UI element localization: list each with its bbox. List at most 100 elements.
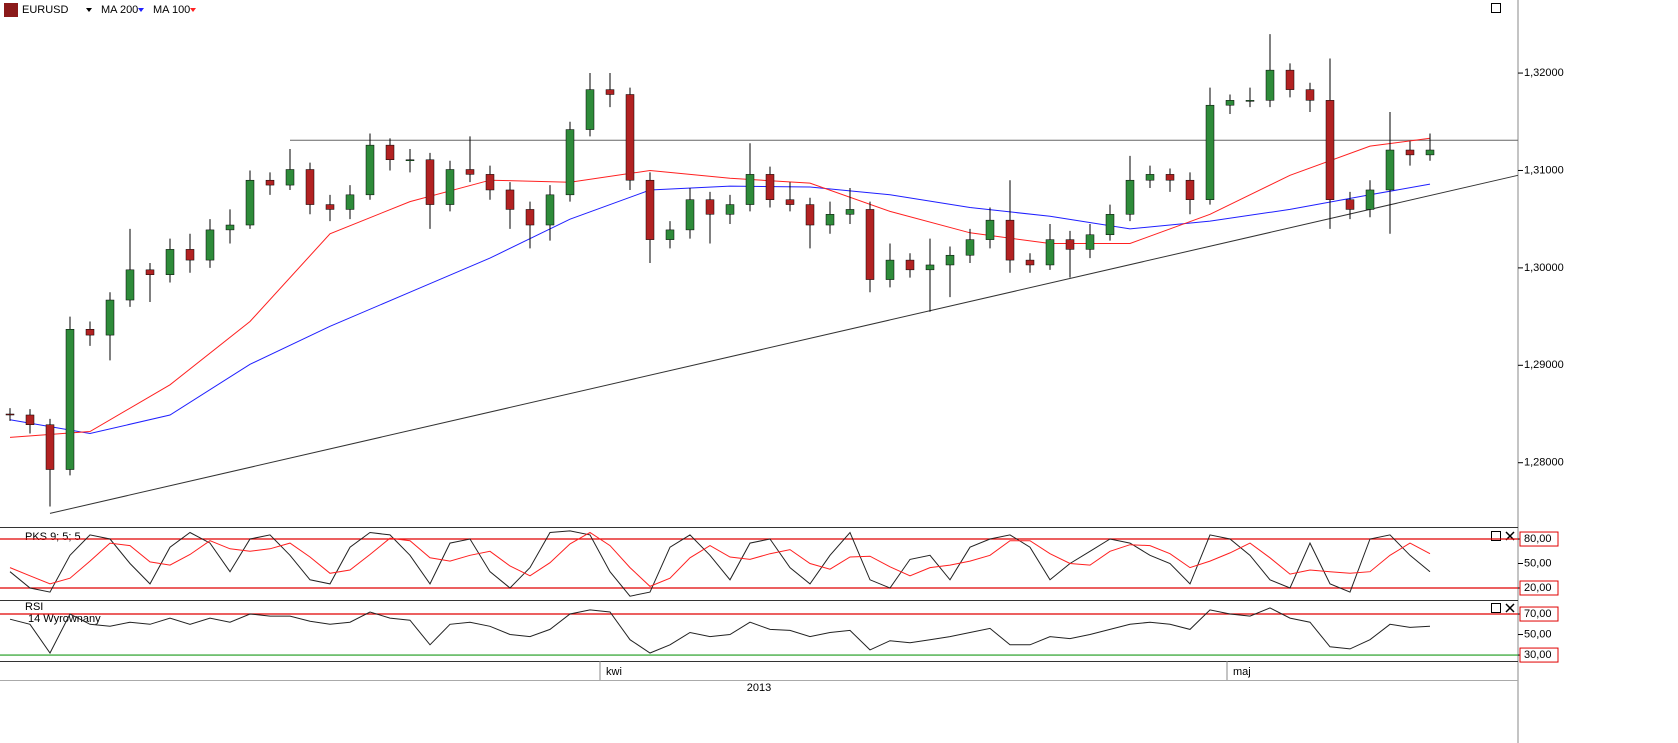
candle-body [1325, 100, 1335, 200]
y-tick-label: 1,31000 [1524, 164, 1564, 176]
x-tick-label: kwi [606, 666, 622, 678]
dropdown-arrow[interactable] [138, 8, 144, 12]
candle-body [865, 209, 875, 280]
maximize-button[interactable] [1491, 3, 1501, 13]
candle-body [5, 413, 15, 416]
candle-body [845, 209, 855, 215]
y-tick-label: 30,00 [1524, 649, 1552, 661]
candle-body [705, 199, 715, 215]
maximize-button[interactable] [1491, 603, 1501, 613]
y-tick-label: 50,00 [1524, 557, 1552, 569]
candle-body [25, 414, 35, 425]
candle-body [1305, 89, 1315, 101]
level-label-box [1519, 606, 1559, 622]
candle-body [385, 144, 395, 161]
candle-body [965, 239, 975, 256]
candle-body [1085, 234, 1095, 250]
candle-body [325, 204, 335, 210]
candle-body [1385, 149, 1395, 191]
candle-body [185, 249, 195, 261]
line-series [49, 174, 1519, 514]
candle-body [1205, 104, 1215, 200]
legend-entry[interactable]: MA 100 [153, 4, 190, 16]
candle-body [905, 259, 915, 271]
candle-body [125, 269, 135, 301]
y-tick-label: 80,00 [1524, 533, 1552, 545]
indicator-title: PKS 9; 5; 5 [25, 531, 81, 543]
candle-body [605, 89, 615, 95]
candle-body [1365, 189, 1375, 210]
close-button[interactable] [1505, 603, 1515, 613]
candle-body [765, 174, 775, 200]
candle-body [465, 169, 475, 175]
candle-body [145, 269, 155, 275]
year-label: 2013 [747, 682, 771, 694]
symbol-label[interactable]: EURUSD [22, 4, 69, 16]
candle-body [1225, 100, 1235, 106]
y-tick-label: 1,29000 [1524, 359, 1564, 371]
candle-body [545, 194, 555, 226]
candle-body [665, 229, 675, 240]
candle-body [45, 424, 55, 470]
candle-body [1265, 69, 1275, 101]
y-tick-label: 1,30000 [1524, 262, 1564, 274]
indicator-subtitle: 14 Wyrownany [28, 613, 101, 625]
candle-body [725, 204, 735, 215]
maximize-button[interactable] [1491, 531, 1501, 541]
candle-body [485, 174, 495, 191]
line-series [9, 183, 1431, 435]
line-series [9, 530, 1431, 597]
line-series [9, 607, 1431, 654]
level-label-box [1519, 647, 1559, 663]
candle-body [165, 249, 175, 275]
candle-body [825, 214, 835, 226]
candle-body [785, 199, 795, 205]
dropdown-arrow[interactable] [190, 8, 196, 12]
y-tick-label: 50,00 [1524, 628, 1552, 640]
y-tick-label: 70,00 [1524, 608, 1552, 620]
y-tick-label: 1,28000 [1524, 457, 1564, 469]
candle-body [1145, 174, 1155, 181]
dropdown-arrow[interactable] [86, 8, 92, 12]
candle-body [1005, 219, 1015, 261]
candle-body [105, 299, 115, 336]
fx-icon[interactable] [4, 3, 18, 17]
candle-body [445, 169, 455, 205]
candle-body [365, 144, 375, 196]
candle-body [945, 254, 955, 266]
candle-body [1165, 174, 1175, 181]
candle-body [205, 229, 215, 261]
candle-body [745, 174, 755, 205]
candle-body [985, 219, 995, 240]
candle-body [85, 329, 95, 336]
candle-body [885, 259, 895, 280]
candle-body [345, 194, 355, 210]
y-tick-label: 1,32000 [1524, 67, 1564, 79]
legend-entry[interactable]: MA 200 [101, 4, 138, 16]
candle-body [425, 159, 435, 205]
candle-body [805, 204, 815, 226]
candle-body [585, 89, 595, 130]
candle-body [1405, 149, 1415, 156]
candle-body [565, 129, 575, 196]
candle-body [505, 189, 515, 210]
candle-body [1345, 199, 1355, 210]
candle-body [1105, 214, 1115, 236]
candle-body [1285, 69, 1295, 90]
candle-body [265, 179, 275, 186]
candle-body [1065, 239, 1075, 250]
y-tick-label: 20,00 [1524, 582, 1552, 594]
candle-body [1245, 100, 1255, 102]
candle-body [645, 179, 655, 240]
indicator-title: RSI [25, 601, 43, 613]
candle-body [285, 169, 295, 186]
candle-body [305, 169, 315, 205]
line-series [9, 137, 1431, 438]
x-tick-label: maj [1233, 666, 1251, 678]
candle-body [245, 179, 255, 226]
line-series [9, 531, 1431, 587]
level-label-box [1519, 531, 1559, 547]
candle-body [625, 94, 635, 181]
